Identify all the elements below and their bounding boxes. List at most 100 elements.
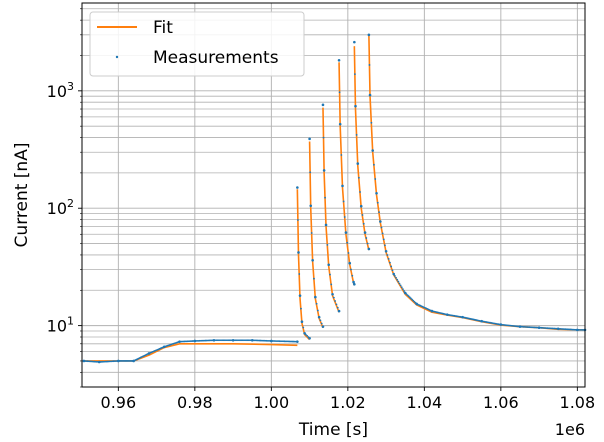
measurement-point bbox=[397, 280, 400, 283]
measurement-point bbox=[300, 320, 304, 323]
x-tick-label: 0.96 bbox=[101, 393, 137, 412]
measurement-point bbox=[359, 204, 363, 208]
measurement-point bbox=[355, 133, 358, 136]
measurement-point bbox=[361, 214, 364, 216]
measurement-point bbox=[327, 263, 331, 267]
measurement-point bbox=[379, 220, 382, 223]
measurement-point bbox=[336, 306, 339, 309]
measurement-point bbox=[321, 103, 325, 107]
measurement-point bbox=[353, 282, 356, 286]
measurement-point bbox=[316, 309, 319, 312]
measurement-point bbox=[375, 192, 378, 195]
measurement-point bbox=[376, 201, 379, 204]
measurement-point bbox=[335, 303, 338, 306]
measurement-point bbox=[399, 284, 402, 287]
measurement-point bbox=[368, 64, 371, 66]
measurement-point bbox=[356, 162, 360, 165]
measurement-point bbox=[413, 300, 416, 303]
measurement-point bbox=[580, 328, 583, 331]
measurement-point bbox=[406, 294, 409, 296]
measurement-point bbox=[298, 294, 302, 297]
measurement-point bbox=[368, 93, 372, 97]
y-tick-label: 101 bbox=[47, 315, 74, 336]
measurement-point bbox=[308, 137, 311, 141]
measurement-point bbox=[390, 265, 393, 268]
measurement-point bbox=[338, 122, 342, 126]
y-tick-label: 103 bbox=[47, 80, 74, 101]
measurement-point bbox=[393, 275, 396, 277]
measurement-point bbox=[322, 136, 325, 139]
measurement-point bbox=[296, 340, 299, 343]
measurement-point bbox=[343, 216, 346, 218]
measurement-point bbox=[314, 295, 317, 299]
measurement-point bbox=[334, 300, 337, 302]
x-tick-label: 1.02 bbox=[330, 393, 366, 412]
measurement-point bbox=[389, 261, 391, 264]
major-gridlines bbox=[82, 3, 585, 387]
measurement-point bbox=[398, 282, 401, 285]
x-tick-label: 1.06 bbox=[483, 393, 519, 412]
measurement-point bbox=[324, 196, 326, 199]
measurement-point bbox=[579, 328, 581, 331]
measurement-point bbox=[331, 292, 334, 296]
measurement-point bbox=[366, 242, 369, 245]
measurement-point bbox=[317, 315, 321, 319]
measurement-point bbox=[411, 298, 414, 301]
measurement-point bbox=[302, 326, 305, 329]
plot-area bbox=[82, 33, 587, 364]
x-axis-label: Time [s] bbox=[298, 420, 368, 440]
y-tick-label-exponent: 2 bbox=[67, 197, 74, 210]
measurement-point bbox=[342, 200, 345, 203]
measurement-point bbox=[324, 223, 328, 227]
measurement-point bbox=[337, 59, 341, 62]
measurement-point bbox=[340, 154, 343, 156]
measurement-point bbox=[341, 184, 344, 188]
x-tick-label: 1.08 bbox=[560, 393, 596, 412]
measurement-point bbox=[337, 309, 341, 313]
measurement-point bbox=[386, 254, 389, 256]
legend-fit-label: Fit bbox=[153, 18, 173, 38]
measurement-point bbox=[298, 273, 301, 275]
measurement-point bbox=[387, 257, 390, 260]
measurement-point bbox=[391, 269, 394, 272]
measurement-point bbox=[367, 247, 371, 251]
measurement-point bbox=[384, 244, 386, 247]
measurement-point bbox=[408, 296, 411, 299]
measurement-point bbox=[321, 325, 325, 328]
measurement-point bbox=[348, 261, 352, 265]
fit-line-segment bbox=[353, 46, 370, 251]
measurement-point bbox=[373, 163, 375, 166]
measurement-point bbox=[322, 169, 326, 172]
y-tick-label: 102 bbox=[47, 197, 74, 218]
fit-line-segment bbox=[296, 189, 311, 341]
measurement-point bbox=[382, 238, 385, 241]
measurement-point bbox=[407, 295, 410, 298]
measurement-point bbox=[577, 328, 580, 331]
measurement-point bbox=[297, 219, 299, 221]
measurement-point bbox=[344, 231, 348, 234]
measurement-point bbox=[400, 286, 403, 289]
legend-box bbox=[89, 11, 305, 77]
measurement-point bbox=[354, 73, 356, 76]
measurement-point bbox=[384, 249, 388, 253]
measurement-point bbox=[365, 237, 368, 239]
y-axis-label: Current [nA] bbox=[12, 143, 32, 248]
y-tick-label-exponent: 3 bbox=[67, 80, 74, 93]
x-axis-offset-label: 1e6 bbox=[555, 420, 585, 439]
measurement-point bbox=[310, 232, 313, 234]
measurement-point bbox=[362, 222, 365, 225]
legend: Fit Measurements bbox=[89, 11, 305, 77]
x-tick-label: 1.04 bbox=[407, 393, 443, 412]
measurement-point bbox=[319, 319, 322, 322]
measurement-point bbox=[338, 91, 341, 94]
y-tick-label-base: 10 bbox=[47, 317, 67, 336]
measurement-point bbox=[329, 273, 331, 276]
measurement-point bbox=[346, 241, 349, 244]
measurement-point bbox=[395, 276, 397, 279]
measurement-point bbox=[297, 251, 300, 254]
measurement-point bbox=[403, 290, 405, 292]
measurement-point bbox=[354, 104, 357, 108]
y-tick-label-base: 10 bbox=[47, 82, 67, 101]
measurement-point bbox=[367, 33, 371, 37]
measurement-point bbox=[412, 299, 415, 302]
